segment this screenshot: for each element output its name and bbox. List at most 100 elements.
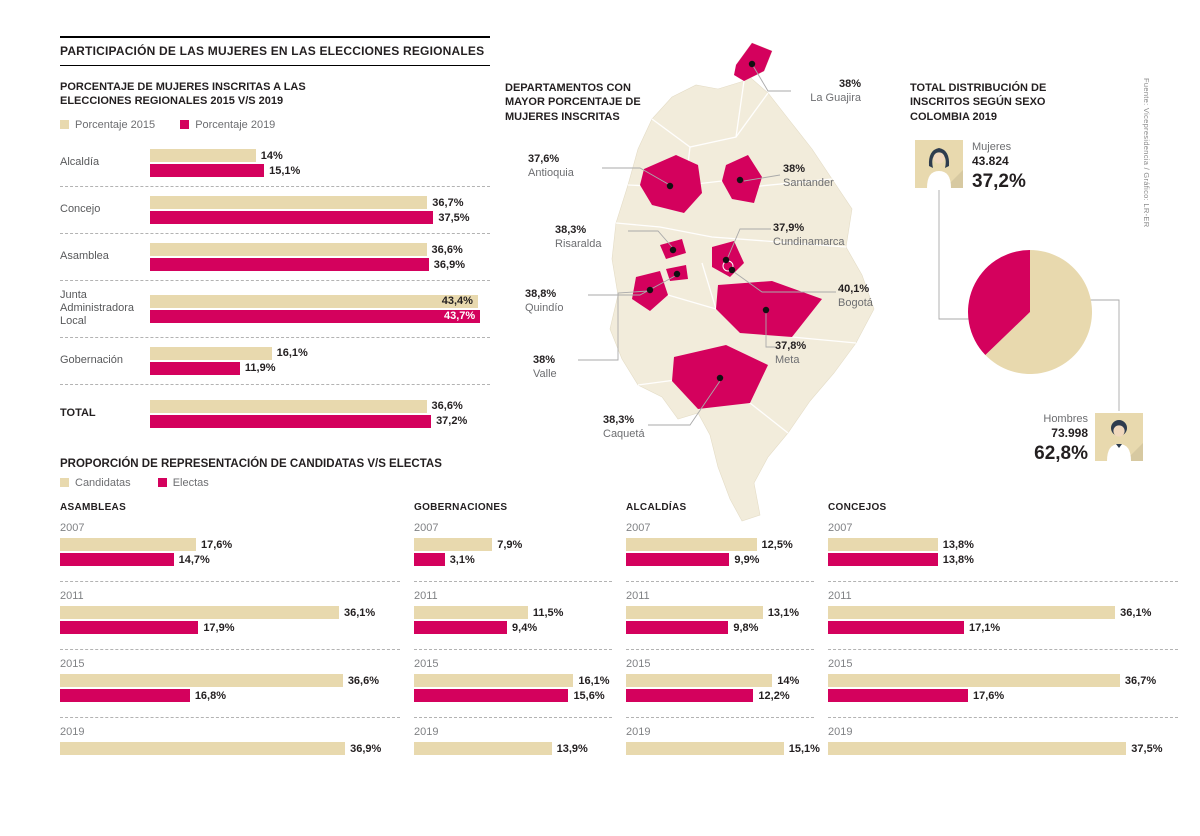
- bar-row: 36,7%: [150, 195, 490, 210]
- category-label: Gobernación: [60, 353, 123, 366]
- bar-value: 17,6%: [973, 689, 1005, 702]
- map-panel: DEPARTAMENTOS CON MAYOR PORCENTAJE DE MU…: [500, 35, 910, 527]
- bar-row: 43,4%: [150, 294, 490, 309]
- map-label-caqueta: 38,3% Caquetá: [603, 413, 659, 442]
- year-group: 2015 36,7% 17,6%: [828, 650, 1178, 717]
- category-label: Asamblea: [60, 250, 109, 263]
- dashed-divider: [60, 186, 490, 187]
- map-label-meta: 37,8% Meta: [775, 339, 825, 368]
- bar-value: 16,1%: [578, 674, 610, 687]
- mujeres-icon: [915, 140, 963, 188]
- year-label: 2019: [414, 726, 439, 738]
- bar: [828, 621, 965, 634]
- inscritas-legend: Porcentaje 2015 Porcentaje 2019: [60, 119, 297, 131]
- bar-value: 14%: [777, 674, 800, 687]
- bar-value: 14,7%: [178, 553, 210, 566]
- bar-row: 36,7%: [828, 673, 1178, 688]
- inscritas-chart-title: PORCENTAJE DE MUJERES INSCRITAS A LAS EL…: [60, 81, 306, 108]
- bar-row: 17,6%: [828, 688, 1178, 703]
- mujeres-count: 43.824: [972, 154, 1009, 168]
- bar-row: 7,9%: [414, 537, 612, 552]
- bar-value: 11,5%: [532, 606, 564, 619]
- bar-row: 13,8%: [828, 552, 1178, 567]
- hombres-icon: [1095, 413, 1143, 461]
- bar: [150, 399, 427, 413]
- year-label: 2011: [60, 590, 84, 602]
- year-group: 2019 37,5%: [828, 718, 1178, 770]
- bar: [414, 621, 508, 634]
- year-label: 2011: [828, 590, 852, 602]
- chart-row: Alcaldía 14% 15,1%: [60, 140, 490, 186]
- alcaldias-bars: 2007 12,5% 9,9% 2011 13,1% 9,8% 2015 14% 12,2% 20…: [626, 520, 820, 770]
- legend-swatch-2015: [60, 120, 69, 129]
- bar-row: 11,5%: [414, 605, 612, 620]
- year-label: 2007: [828, 522, 853, 534]
- bar-value: 15,6%: [573, 689, 605, 702]
- bar: [150, 414, 432, 428]
- dashed-divider: [626, 717, 814, 718]
- map-label-value: 38,3%: [603, 414, 635, 426]
- bar-pair: 43,4% 43,7%: [150, 294, 490, 324]
- map-label-name: Antioquia: [528, 167, 574, 180]
- year-group: 2011 11,5% 9,4%: [414, 582, 612, 649]
- bar-row: 37,2%: [150, 414, 490, 429]
- mujeres-stats: Mujeres 43.824 37,2%: [972, 141, 1026, 193]
- legend-label-candidatas: Candidatas: [75, 477, 131, 489]
- bar-row: 36,9%: [60, 741, 400, 756]
- bar-value: 36,1%: [343, 606, 376, 619]
- bar-row: 11,9%: [150, 361, 490, 376]
- bar-value: 16,8%: [194, 689, 227, 702]
- sexo-title: TOTAL DISTRIBUCIÓN DE INSCRITOS SEGÚN SE…: [910, 82, 1047, 123]
- bar-value: 13,8%: [942, 538, 974, 551]
- bar-value: 7,9%: [497, 538, 523, 551]
- category-label: TOTAL: [60, 406, 96, 419]
- bar-value: 36,7%: [1124, 674, 1157, 687]
- map-label-santander: 38% Santander: [783, 162, 857, 191]
- bar-value: 36,9%: [350, 742, 382, 755]
- bar: 43,7%: [150, 309, 481, 323]
- mujeres-percent: 37,2%: [972, 171, 1026, 192]
- bar-value: 13,8%: [942, 553, 974, 566]
- bar-value: 43,7%: [443, 309, 476, 322]
- year-group: 2011 36,1% 17,9%: [60, 582, 400, 649]
- dashed-divider: [828, 717, 1178, 718]
- pie-slice-hombres: [985, 250, 1092, 374]
- chart-row: Asamblea 36,6% 36,9%: [60, 234, 490, 280]
- bar-value: 36,6%: [347, 674, 380, 687]
- bar-value: 36,9%: [433, 258, 465, 271]
- bar-value: 17,1%: [969, 621, 1001, 634]
- bar-row: 9,9%: [626, 552, 814, 567]
- bar: [626, 674, 773, 687]
- bar: [60, 689, 190, 702]
- dashed-divider: [60, 233, 490, 234]
- chart-title-gobernaciones: GOBERNACIONES: [414, 502, 508, 513]
- bar-row: 14,7%: [60, 552, 400, 567]
- map-label-antioquia: 37,6% Antioquia: [528, 152, 602, 181]
- bar-value: 13,9%: [556, 742, 588, 755]
- year-group: 2007 12,5% 9,9%: [626, 520, 814, 581]
- bar-value: 36,6%: [431, 400, 463, 413]
- bar: [150, 243, 427, 256]
- year-label: 2015: [414, 658, 439, 670]
- map-label-value: 37,9%: [773, 222, 805, 234]
- map-label-value: 37,6%: [528, 153, 560, 165]
- year-group: 2015 14% 12,2%: [626, 650, 814, 717]
- dashed-divider: [414, 581, 612, 582]
- bar: [626, 742, 784, 755]
- asambleas-bars: 2007 17,6% 14,7% 2011 36,1% 17,9% 2015 36,6% 16,…: [60, 520, 400, 770]
- inscritas-chart: Alcaldía 14% 15,1% Concejo 36,7% 37,5% Asamble…: [60, 140, 490, 437]
- year-group: 2015 16,1% 15,6%: [414, 650, 612, 717]
- bar: [150, 258, 429, 271]
- bar-value: 13,1%: [767, 606, 800, 619]
- dashed-divider: [60, 717, 400, 718]
- year-label: 2011: [414, 590, 438, 602]
- bar: [828, 538, 938, 551]
- dashed-divider: [60, 581, 400, 582]
- bar-value: 12,5%: [761, 538, 793, 551]
- bar-row: 12,5%: [626, 537, 814, 552]
- bar-row: 13,1%: [626, 605, 814, 620]
- bar-row: 36,6%: [150, 242, 490, 257]
- legend-label-2015: Porcentaje 2015: [75, 119, 156, 131]
- year-group: 2007 7,9% 3,1%: [414, 520, 612, 581]
